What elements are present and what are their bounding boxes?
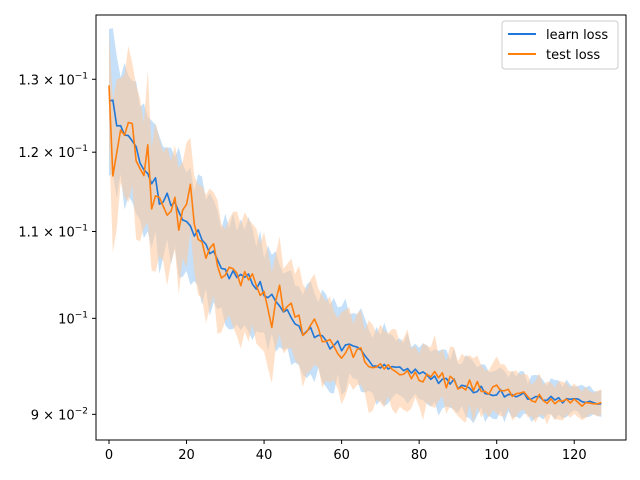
series-lines [108,85,602,407]
x-tick-label: 120 [562,448,587,463]
y-tick-label: 9 × 10−2 [31,406,88,423]
line-test [108,85,602,407]
y-tick-label: 1.1 × 10−1 [18,223,88,240]
plot-frame [95,14,627,441]
y-tick-label: 10−1 [58,310,88,327]
y-tick-label: 1.2 × 10−1 [18,144,88,161]
x-tick-label: 60 [333,448,350,463]
x-tick-label: 40 [256,448,273,463]
x-axis-ticks: 0 20 40 60 80 100 120 [105,440,587,463]
legend-test-label: test loss [546,48,600,63]
x-tick-label: 80 [411,448,428,463]
line-learn [108,99,602,405]
band-learn [108,28,602,424]
y-axis-ticks: 9 × 10−2 10−1 1.1 × 10−1 1.2 × 10−1 1.3 × 10… [18,71,96,423]
legend: learn loss test loss [501,20,619,70]
legend-learn-label: learn loss [546,28,608,43]
y-tick-label: 1.3 × 10−1 [18,71,88,88]
x-tick-label: 20 [178,448,195,463]
x-tick-label: 0 [105,448,113,463]
x-tick-label: 100 [484,448,509,463]
